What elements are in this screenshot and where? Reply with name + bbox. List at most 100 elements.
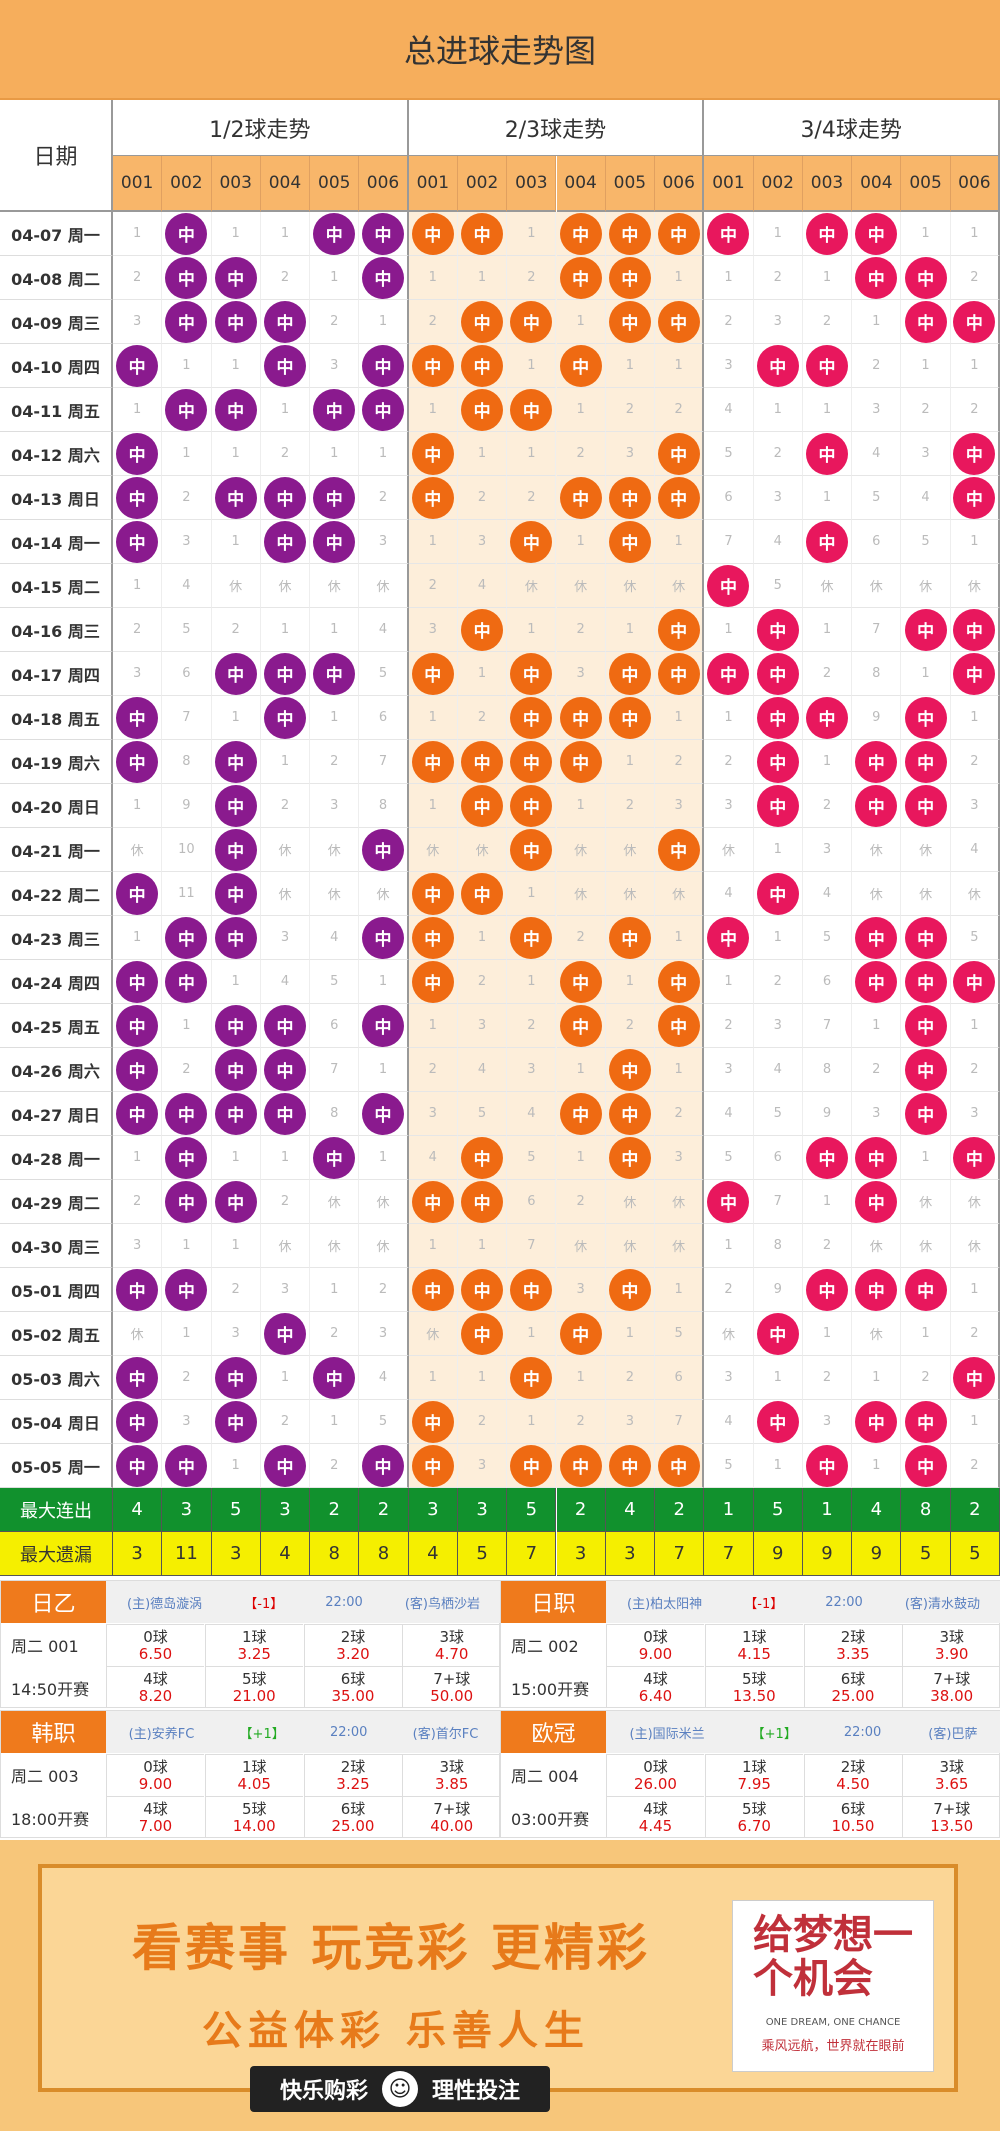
odds-cell[interactable]: 6球 25.00 <box>803 1666 902 1708</box>
max-streak-cell: 5 <box>211 1488 261 1532</box>
odds-label: 1球 <box>241 1757 267 1776</box>
odds-cell[interactable]: 7+球 40.00 <box>402 1796 501 1838</box>
hit-ball: 中 <box>461 784 504 827</box>
miss-count: 1 <box>378 974 388 989</box>
miss-count: 6 <box>527 1194 536 1209</box>
trend-cell: 中 <box>408 1180 458 1224</box>
odds-cell[interactable]: 1球 3.25 <box>204 1624 303 1666</box>
trend-cell: 2 <box>556 432 606 476</box>
miss-count: 3 <box>773 490 782 505</box>
miss-count: 休 <box>130 1328 144 1343</box>
trend-cell: 中 <box>802 520 853 564</box>
odds-cell[interactable]: 1球 7.95 <box>704 1754 803 1796</box>
footer-left-text: 快乐购彩 <box>279 2079 368 2104</box>
miss-count: 休 <box>820 580 834 595</box>
trend-cell: 1 <box>507 872 557 916</box>
hit-ball: 中 <box>657 432 700 475</box>
hit-ball: 中 <box>263 1048 306 1091</box>
odds-label: 2球 <box>840 1627 866 1646</box>
miss-count: 休 <box>967 580 981 595</box>
odds-cell[interactable]: 1球 4.15 <box>704 1624 803 1666</box>
odds-cell[interactable]: 7+球 13.50 <box>902 1796 1000 1838</box>
odds-cell[interactable]: 0球 6.50 <box>106 1624 204 1666</box>
trend-cell: 1 <box>310 1268 360 1312</box>
max-miss-cell: 9 <box>802 1532 853 1576</box>
odds-cell[interactable]: 3球 3.85 <box>402 1754 501 1796</box>
miss-count: 3 <box>132 314 142 329</box>
odds-cell[interactable]: 7+球 50.00 <box>402 1666 501 1708</box>
miss-count: 6 <box>674 1370 683 1385</box>
trend-cell: 5 <box>901 520 951 564</box>
hit-ball: 中 <box>411 1400 454 1443</box>
miss-count: 休 <box>623 1240 637 1255</box>
odds-cell[interactable]: 0球 26.00 <box>606 1754 704 1796</box>
home-team: (主)柏太阳神 <box>627 1596 703 1612</box>
miss-count: 5 <box>872 490 881 505</box>
column-header: 004 <box>556 156 606 212</box>
miss-count: 休 <box>967 1196 981 1211</box>
miss-count: 休 <box>869 888 883 903</box>
odds-cell[interactable]: 4球 4.45 <box>606 1796 704 1838</box>
odds-cell[interactable]: 0球 9.00 <box>606 1624 704 1666</box>
odds-cell[interactable]: 3球 4.70 <box>402 1624 501 1666</box>
hit-ball: 中 <box>657 300 700 343</box>
column-header: 002 <box>162 156 212 212</box>
miss-count: 1 <box>674 710 683 725</box>
miss-count: 9 <box>822 1106 832 1121</box>
miss-count: 休 <box>574 1240 588 1255</box>
trend-cell: 2 <box>704 1268 754 1312</box>
miss-count: 1 <box>428 270 437 285</box>
miss-count: 3 <box>182 1414 191 1429</box>
odds-cell[interactable]: 5球 14.00 <box>204 1796 303 1838</box>
hit-ball: 中 <box>510 652 553 695</box>
odds-cell[interactable]: 4球 8.20 <box>106 1666 204 1708</box>
trend-cell: 中 <box>704 1180 754 1224</box>
row-date: 05-05 周一 <box>0 1444 113 1488</box>
trend-cell: 中 <box>408 872 458 916</box>
trend-cell: 休 <box>359 1180 409 1224</box>
odds-cell[interactable]: 5球 21.00 <box>204 1666 303 1708</box>
hit-ball: 中 <box>116 696 159 739</box>
miss-count: 1 <box>527 622 536 637</box>
odds-cell[interactable]: 0球 9.00 <box>106 1754 204 1796</box>
trend-cell: 3 <box>556 1268 606 1312</box>
trend-cell: 7 <box>162 696 212 740</box>
odds-cell[interactable]: 2球 4.50 <box>803 1754 902 1796</box>
hit-ball: 中 <box>608 652 651 695</box>
trend-cell: 中 <box>260 1312 311 1356</box>
odds-label: 0球 <box>143 1757 168 1776</box>
odds-cell[interactable]: 5球 13.50 <box>704 1666 803 1708</box>
miss-count: 2 <box>428 1062 437 1077</box>
odds-cell[interactable]: 2球 3.35 <box>803 1624 902 1666</box>
trend-cell: 中 <box>852 1136 902 1180</box>
odds-cell[interactable]: 6球 10.50 <box>803 1796 902 1838</box>
odds-cell[interactable]: 4球 7.00 <box>106 1796 204 1838</box>
odds-cell[interactable]: 6球 35.00 <box>303 1666 402 1708</box>
odds-cell[interactable]: 3球 3.90 <box>902 1624 1000 1666</box>
miss-count: 1 <box>280 622 290 637</box>
odds-cell[interactable]: 5球 6.70 <box>704 1796 803 1838</box>
miss-count: 1 <box>477 270 487 285</box>
match-number: 周二 004 <box>511 1766 579 1786</box>
trend-cell: 中 <box>162 960 212 1004</box>
trend-cell: 中 <box>852 212 902 256</box>
miss-count: 1 <box>527 1414 536 1429</box>
odds-cell[interactable]: 6球 25.00 <box>303 1796 402 1838</box>
odds-cell[interactable]: 7+球 38.00 <box>902 1666 1000 1708</box>
odds-cell[interactable]: 2球 3.25 <box>303 1754 402 1796</box>
trend-cell: 中 <box>310 1136 360 1180</box>
trend-cell: 1 <box>556 1136 606 1180</box>
hit-ball: 中 <box>510 388 553 431</box>
trend-cell: 1 <box>310 256 360 300</box>
odds-cell[interactable]: 3球 3.65 <box>902 1754 1000 1796</box>
odds-cell[interactable]: 2球 3.20 <box>303 1624 402 1666</box>
hit-ball: 中 <box>608 1268 651 1311</box>
miss-count: 8 <box>378 798 388 813</box>
trend-cell: 2 <box>457 960 508 1004</box>
hit-ball: 中 <box>214 916 257 959</box>
miss-count: 1 <box>231 1150 240 1165</box>
trend-cell: 2 <box>655 740 705 784</box>
odds-cell[interactable]: 1球 4.05 <box>204 1754 303 1796</box>
odds-cell[interactable]: 4球 6.40 <box>606 1666 704 1708</box>
miss-count: 5 <box>477 1106 487 1121</box>
